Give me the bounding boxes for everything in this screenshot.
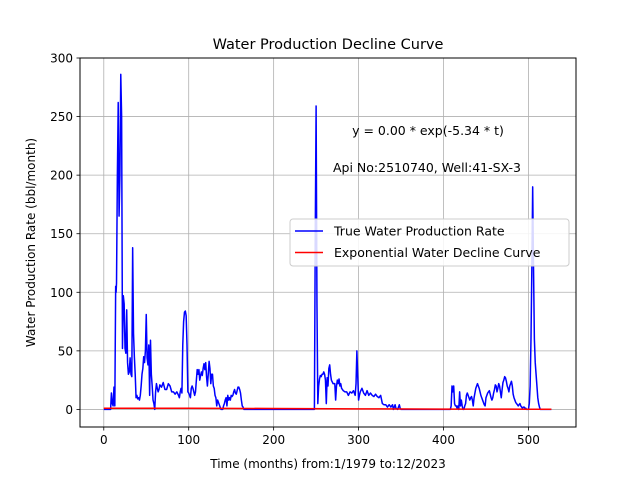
x-tick-label: 300 — [347, 433, 370, 447]
x-tick-label: 0 — [100, 433, 108, 447]
x-axis: 0 100 200 300 400 500 — [100, 427, 540, 447]
well-annotation: Api No:2510740, Well:41-SX-3 — [333, 160, 521, 175]
y-tick-label: 250 — [50, 110, 73, 124]
x-tick-label: 200 — [262, 433, 285, 447]
y-axis: 0 50 100 150 200 250 300 — [50, 52, 80, 417]
plot-frame — [79, 57, 577, 428]
y-tick-label: 0 — [65, 403, 73, 417]
y-tick-label: 300 — [50, 52, 73, 66]
legend: True Water Production Rate Exponential W… — [289, 218, 570, 267]
series-line-exponential-decline — [103, 407, 552, 410]
legend-label-true-water: True Water Production Rate — [333, 224, 505, 239]
equation-annotation: y = 0.00 * exp(-5.34 * t) — [352, 123, 504, 138]
x-tick-label: 400 — [432, 433, 455, 447]
x-axis-label: Time (months) from:1/1979 to:12/2023 — [209, 457, 446, 471]
chart-title: Water Production Decline Curve — [213, 37, 444, 53]
series-layer — [103, 73, 552, 411]
series-line-true-water — [103, 73, 552, 411]
legend-box — [289, 218, 570, 267]
y-tick-label: 200 — [50, 169, 73, 183]
x-tick-label: 500 — [517, 433, 540, 447]
y-axis-label: Water Production Rate (bbl/month) — [24, 138, 38, 347]
x-tick-label: 100 — [177, 433, 200, 447]
y-tick-label: 150 — [50, 227, 73, 241]
y-tick-label: 100 — [50, 286, 73, 300]
legend-label-exponential-decline: Exponential Water Decline Curve — [334, 245, 541, 260]
y-tick-label: 50 — [58, 344, 73, 358]
